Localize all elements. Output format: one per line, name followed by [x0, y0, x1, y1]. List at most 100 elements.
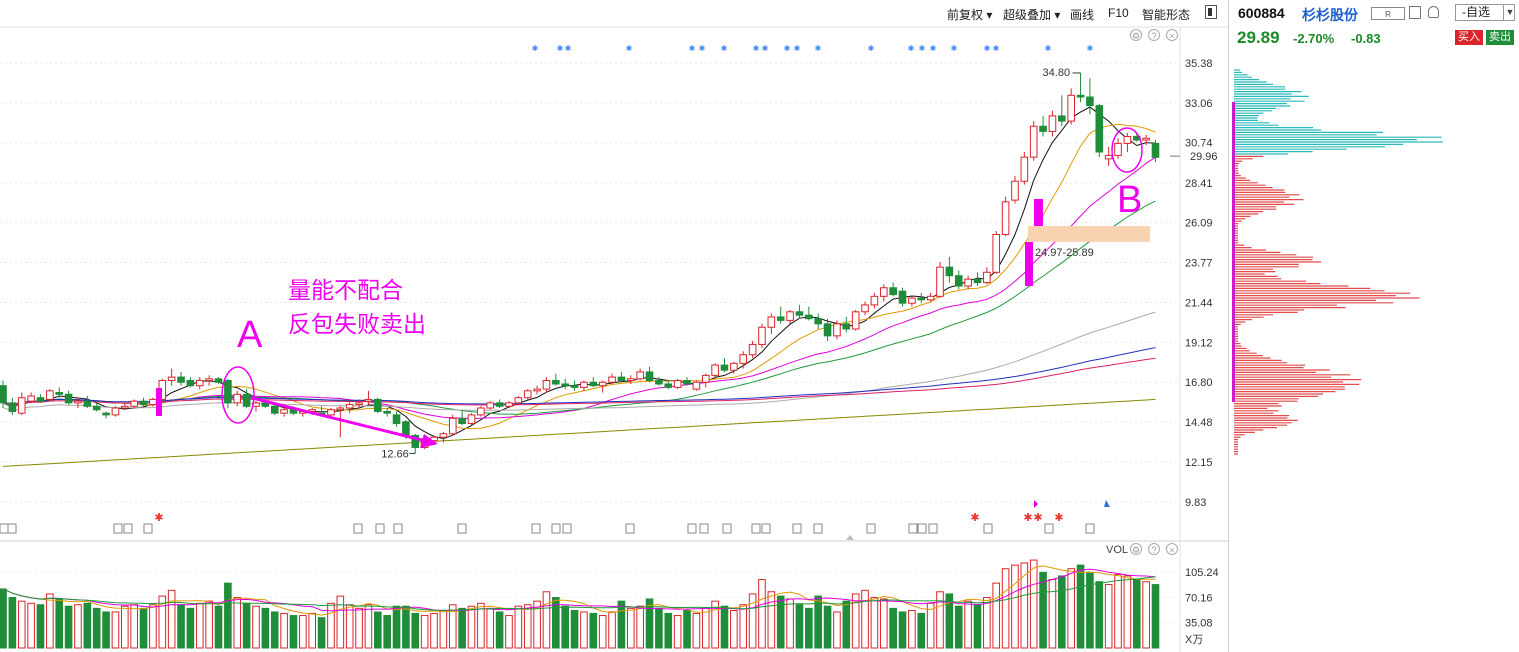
event-marker-icon: [1085, 523, 1095, 534]
volume-bar: [242, 602, 251, 649]
candle-body: [92, 405, 101, 411]
volume-bar: [102, 611, 110, 649]
stock-name[interactable]: 杉杉股份: [1302, 7, 1358, 23]
volume-help-icon[interactable]: ?: [1148, 543, 1160, 556]
volume-bar: [1123, 575, 1132, 649]
stock-code: 600884: [1238, 5, 1285, 21]
candle-body: [233, 393, 242, 404]
volume-bar: [299, 615, 307, 649]
candle-body: [879, 287, 888, 297]
candle-body: [224, 380, 232, 404]
volume-close-icon[interactable]: ×: [1166, 543, 1178, 556]
volume-bar: [973, 604, 982, 649]
panel-toggle-icon[interactable]: [1205, 5, 1217, 19]
candle-body: [270, 405, 279, 414]
annotation-label-a: A: [237, 314, 263, 356]
candle-body: [692, 381, 701, 390]
candle-body: [786, 311, 794, 321]
volume-bar: [936, 591, 944, 649]
volume-bar: [964, 600, 972, 649]
event-star-icon: ✱: [930, 44, 937, 53]
sell-button[interactable]: 卖出: [1486, 30, 1514, 45]
svg-text:⚙: ⚙: [1132, 31, 1140, 41]
help-icon[interactable]: ?: [1148, 29, 1160, 42]
volume-bar: [1132, 579, 1141, 649]
candle-body: [617, 376, 626, 382]
candle-body: [486, 402, 495, 409]
volume-bar: [308, 612, 317, 649]
candle-body: [608, 376, 616, 383]
toolbar-f10[interactable]: F10: [1108, 6, 1129, 20]
candle-body: [327, 409, 335, 416]
volume-bar: [945, 593, 954, 649]
price-tick-label: 23.77: [1185, 257, 1213, 269]
event-marker-icon: [722, 523, 732, 534]
toolbar-overlay[interactable]: 超级叠加 ▾: [1003, 8, 1061, 22]
volume-label: VOL: [1106, 544, 1128, 556]
volume-bar: [195, 602, 204, 649]
event-marker-icon: [123, 523, 133, 534]
candle-body: [83, 400, 92, 407]
volume-bar: [46, 593, 54, 649]
candle-body: [636, 371, 644, 380]
volume-bar: [55, 598, 64, 649]
volume-unit-label: X万: [1185, 634, 1203, 646]
ma250-line: [2, 357, 1156, 406]
chart-toolbar: 前复权 ▾ 超级叠加 ▾ 画线 F10 智能形态: [0, 0, 1228, 26]
ma5-line: [2, 106, 1156, 440]
candle-body: [814, 318, 822, 325]
window-icon[interactable]: [1409, 6, 1421, 19]
event-star-icon: ✱: [154, 512, 163, 524]
event-star-icon: ✱: [689, 44, 696, 53]
volume-bar: [626, 607, 635, 649]
toolbar-smart-pattern[interactable]: 智能形态: [1142, 8, 1191, 22]
volume-bar: [514, 605, 523, 649]
candle-body: [1001, 201, 1010, 235]
candle-body: [214, 378, 223, 383]
annotation-label-b: B: [1117, 179, 1142, 221]
close-icon[interactable]: ×: [1166, 29, 1178, 42]
candle-body: [795, 311, 804, 316]
candle-body: [542, 380, 551, 390]
candle-body: [861, 304, 869, 313]
volume-bar: [121, 605, 129, 649]
volume-bar: [17, 600, 26, 649]
event-star-icon: ✱: [753, 44, 760, 53]
bell-icon[interactable]: [1428, 6, 1439, 18]
candle-body: [598, 381, 607, 387]
watchlist-dropdown-icon[interactable]: ▼: [1503, 4, 1516, 21]
event-star-icon: ✱: [784, 44, 791, 53]
candle-body: [1142, 137, 1150, 141]
volume-bar: [617, 600, 626, 649]
volume-bar: [879, 598, 888, 649]
toolbar-draw-line[interactable]: 画线: [1070, 8, 1095, 22]
volume-bar: [917, 612, 926, 649]
volume-bar: [720, 605, 729, 649]
volume-bar: [1142, 581, 1150, 649]
candle-body: [36, 397, 45, 402]
candle-body: [851, 311, 860, 330]
candle-body: [908, 297, 916, 304]
settings-icon[interactable]: ⚙: [1130, 29, 1142, 42]
candle-body: [1076, 94, 1085, 98]
volume-bar: [439, 610, 448, 649]
price-tick-label: 14.48: [1185, 417, 1213, 429]
watchlist-button[interactable]: -自选: [1455, 4, 1515, 21]
candle-body: [936, 266, 944, 297]
candle-body: [964, 278, 972, 287]
volume-bar: [252, 605, 260, 649]
candle-body: [730, 362, 738, 371]
candle-body: [889, 287, 897, 296]
toolbar-fuquan[interactable]: 前复权 ▾: [947, 8, 993, 22]
volume-bar: [205, 600, 213, 649]
buy-button[interactable]: 买入: [1455, 30, 1483, 45]
candle-body: [833, 323, 841, 337]
volume-bar: [636, 605, 644, 649]
ma120-line: [2, 347, 1156, 405]
candle-body: [533, 388, 541, 392]
candlestick-chart[interactable]: 24.97-25.89 35.38 33.06 30.74 28.41 26.09 23.…: [0, 0, 1228, 652]
volume-settings-icon[interactable]: ⚙: [1130, 543, 1142, 556]
ma60-line: [2, 311, 1156, 412]
event-marker-icon: [0, 523, 9, 534]
annotation-arrow: [251, 396, 431, 444]
